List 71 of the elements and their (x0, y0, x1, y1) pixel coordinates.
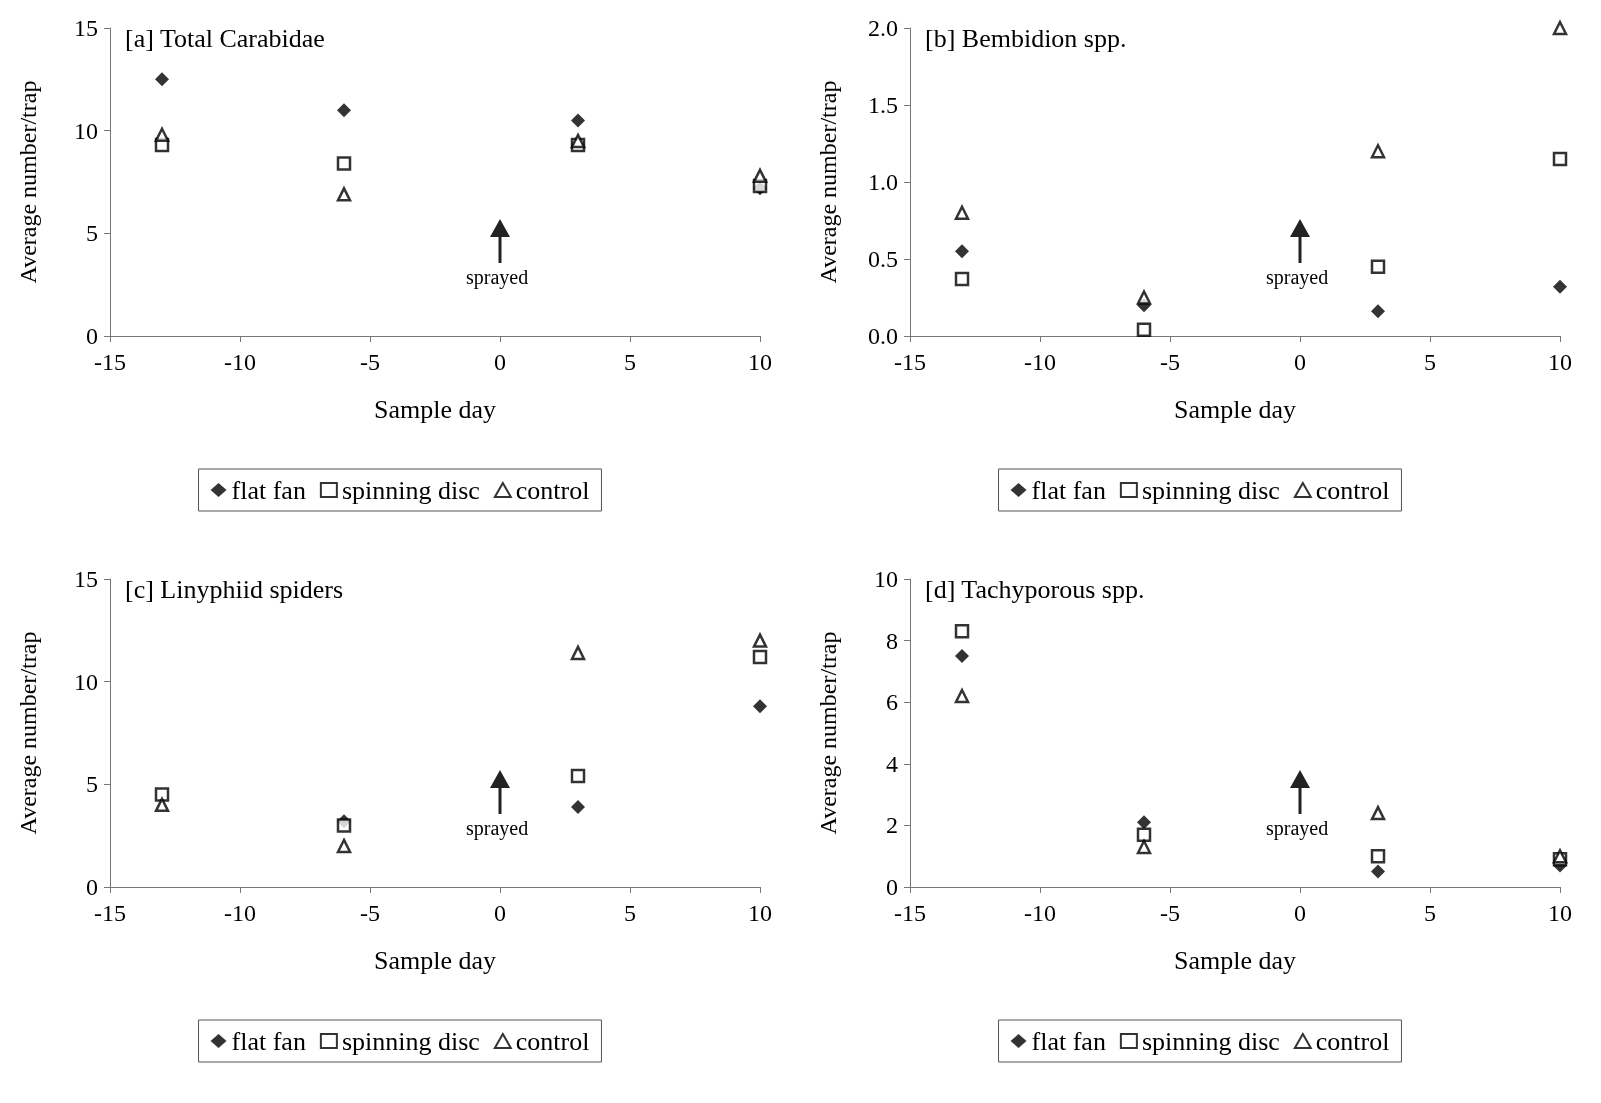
annotation: sprayed (1266, 265, 1329, 289)
y-tick-label: 0.0 (868, 323, 898, 349)
legend-label: flat fan (231, 1026, 306, 1056)
legend-label: flat fan (1031, 475, 1106, 505)
x-tick-label: -5 (360, 349, 380, 375)
x-tick-label: 10 (1548, 349, 1572, 375)
x-tick-label: 5 (1424, 900, 1436, 926)
legend-label: flat fan (1031, 1026, 1106, 1056)
x-tick-label: 5 (1424, 349, 1436, 375)
legend-label: control (515, 475, 590, 505)
legend-label: control (1315, 1026, 1390, 1056)
chart-title: [c] Linyphiid spiders (125, 574, 344, 604)
legend-label: spinning disc (1141, 1026, 1280, 1056)
legend-label: spinning disc (341, 475, 480, 505)
x-tick-label: -15 (894, 349, 926, 375)
y-tick-label: 6 (886, 689, 898, 716)
x-tick-label: -10 (1024, 349, 1056, 375)
y-tick-label: 4 (886, 750, 898, 777)
y-tick-label: 5 (86, 771, 98, 798)
y-tick-label: 0 (86, 323, 98, 349)
x-axis-title: Sample day (373, 394, 497, 424)
y-tick-label: 1.5 (868, 92, 898, 118)
x-axis-title: Sample day (1173, 394, 1297, 424)
x-axis-title: Sample day (373, 945, 497, 975)
y-tick-label: 15 (74, 15, 98, 41)
x-tick-label: 5 (624, 900, 636, 926)
y-axis-title: Average number/trap (815, 80, 841, 284)
y-tick-label: 15 (74, 566, 98, 592)
x-tick-label: -15 (894, 900, 926, 926)
y-tick-label: 0.5 (868, 246, 898, 272)
y-tick-label: 2.0 (868, 15, 898, 41)
x-tick-label: 0 (494, 349, 506, 375)
annotation: sprayed (1266, 816, 1329, 840)
y-tick-label: 2 (886, 812, 898, 839)
x-tick-label: 0 (494, 900, 506, 926)
x-tick-label: 10 (1548, 900, 1572, 926)
x-tick-label: 10 (748, 349, 772, 375)
y-tick-label: 10 (874, 566, 898, 592)
y-tick-label: 1.0 (868, 169, 898, 195)
x-tick-label: -15 (94, 349, 126, 375)
y-axis-title: Average number/trap (815, 631, 841, 835)
x-tick-label: 0 (1294, 900, 1306, 926)
x-tick-label: -5 (1160, 900, 1180, 926)
annotation: sprayed (466, 265, 529, 289)
x-tick-label: -5 (1160, 349, 1180, 375)
y-tick-label: 0 (886, 874, 898, 900)
legend-label: spinning disc (1141, 475, 1280, 505)
legend-label: flat fan (231, 475, 306, 505)
y-tick-label: 10 (74, 117, 98, 144)
x-tick-label: 0 (1294, 349, 1306, 375)
y-tick-label: 10 (74, 668, 98, 695)
legend-label: control (515, 1026, 590, 1056)
y-tick-label: 5 (86, 220, 98, 247)
x-tick-label: -15 (94, 900, 126, 926)
x-axis-title: Sample day (1173, 945, 1297, 975)
y-axis-title: Average number/trap (15, 80, 41, 284)
y-tick-label: 8 (886, 627, 898, 654)
x-tick-label: -5 (360, 900, 380, 926)
legend-label: spinning disc (341, 1026, 480, 1056)
y-axis-title: Average number/trap (15, 631, 41, 835)
chart-title: [b] Bembidion spp. (925, 23, 1127, 53)
x-tick-label: 10 (748, 900, 772, 926)
x-tick-label: -10 (224, 900, 256, 926)
x-tick-label: 5 (624, 349, 636, 375)
x-tick-label: -10 (1024, 900, 1056, 926)
annotation: sprayed (466, 816, 529, 840)
chart-title: [a] Total Carabidae (125, 23, 325, 53)
chart-title: [d] Tachyporous spp. (925, 574, 1145, 604)
y-tick-label: 0 (86, 874, 98, 900)
x-tick-label: -10 (224, 349, 256, 375)
legend-label: control (1315, 475, 1390, 505)
